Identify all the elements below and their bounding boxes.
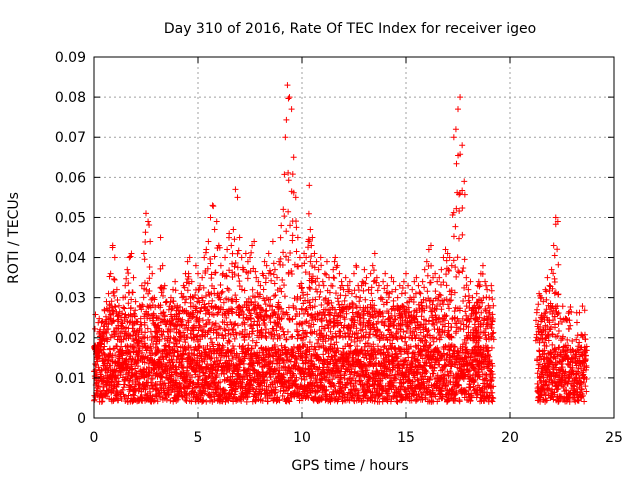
roti-point (182, 339, 189, 346)
roti-point (109, 307, 116, 314)
roti-point (198, 350, 205, 357)
roti-point (144, 334, 151, 341)
roti-point (92, 311, 99, 318)
roti-point (107, 362, 114, 369)
roti-point (101, 350, 108, 357)
roti-point (180, 350, 187, 357)
roti-point (163, 396, 170, 403)
roti-point (188, 374, 195, 381)
roti-point (139, 349, 146, 356)
roti-point (145, 371, 152, 378)
roti-point (193, 366, 200, 373)
roti-point (154, 381, 160, 388)
roti-point (174, 348, 181, 355)
roti-point (106, 346, 113, 353)
roti-point (199, 397, 206, 404)
roti-point (95, 383, 102, 390)
roti-point (112, 303, 119, 310)
roti-point (98, 319, 105, 326)
roti-point (98, 398, 105, 405)
roti-point (151, 366, 158, 373)
roti-point (173, 340, 180, 347)
roti-point (119, 386, 126, 393)
roti-point (146, 388, 153, 395)
roti-point (112, 368, 119, 375)
roti-point (141, 359, 148, 366)
roti-point (173, 343, 180, 350)
roti-point (117, 390, 124, 397)
roti-point (91, 396, 98, 403)
roti-point (193, 391, 200, 398)
roti-point (155, 347, 162, 354)
roti-point (148, 382, 155, 389)
roti-point (153, 386, 160, 393)
roti-point (98, 367, 105, 374)
roti-point (141, 340, 148, 347)
roti-point (170, 398, 177, 405)
roti-point (195, 376, 202, 383)
roti-point (187, 344, 194, 351)
roti-point (154, 398, 161, 405)
roti-point (135, 363, 142, 370)
roti-point (177, 303, 184, 310)
roti-point (165, 343, 172, 350)
roti-point (138, 338, 145, 345)
roti-point (200, 397, 207, 404)
roti-point (197, 393, 204, 400)
roti-point (110, 379, 117, 386)
roti-point (115, 378, 122, 385)
roti-point (180, 351, 187, 358)
chart-title: Day 310 of 2016, Rate Of TEC Index for r… (164, 21, 536, 37)
roti-point (163, 342, 170, 349)
roti-point (132, 387, 139, 394)
roti-point (168, 356, 175, 363)
roti-point (117, 369, 124, 376)
roti-point (166, 344, 173, 351)
roti-point (128, 366, 135, 373)
roti-point (196, 315, 203, 322)
roti-point (130, 343, 137, 350)
roti-point (108, 378, 115, 385)
roti-point (95, 364, 102, 371)
roti-point (104, 369, 111, 376)
roti-point (114, 381, 121, 388)
roti-point (145, 364, 152, 371)
roti-point (156, 356, 163, 363)
roti-point (125, 392, 132, 399)
roti-point (129, 366, 136, 373)
roti-point (151, 397, 158, 404)
roti-point (99, 318, 106, 325)
roti-point (120, 391, 127, 398)
roti-point (171, 349, 178, 356)
roti-point (91, 325, 98, 332)
roti-point (115, 381, 122, 388)
roti-point (112, 352, 119, 359)
roti-point (195, 344, 202, 351)
roti-point (202, 370, 209, 377)
roti-point (133, 370, 140, 377)
roti-point (202, 388, 209, 395)
roti-point (201, 357, 208, 364)
roti-point (130, 337, 137, 344)
roti-point (196, 343, 203, 350)
roti-point (160, 309, 167, 316)
roti-point (121, 305, 128, 312)
roti-point (148, 345, 155, 352)
roti-point (162, 382, 169, 389)
roti-point (96, 315, 103, 322)
data-points (91, 82, 590, 405)
roti-point (100, 381, 107, 388)
roti-point (178, 364, 185, 371)
roti-point (180, 365, 187, 372)
roti-point (167, 397, 174, 404)
roti-point (115, 397, 122, 404)
